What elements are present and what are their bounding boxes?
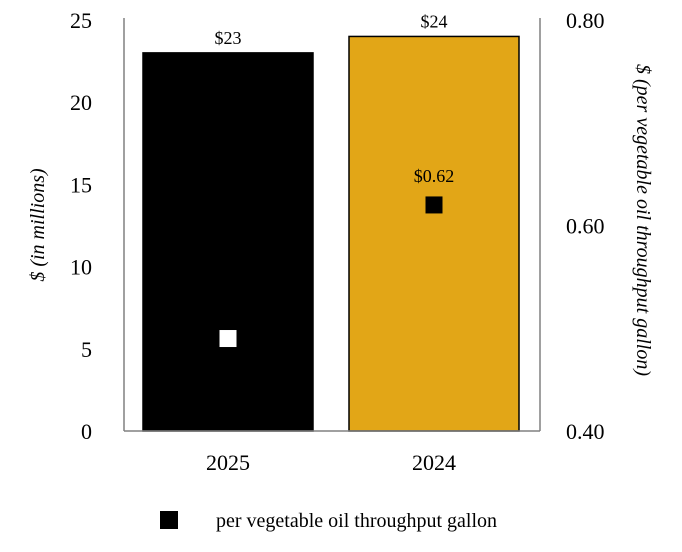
left-tick-label: 20 (70, 90, 92, 115)
bar-2024 (348, 35, 520, 432)
marker-value-label: $0.49 (208, 300, 249, 320)
left-tick-label: 25 (70, 8, 92, 33)
marker-value-label: $0.62 (414, 166, 455, 186)
bar-value-labels: $23 $24 (215, 11, 448, 47)
marker-point (425, 196, 443, 214)
left-axis-ticks: 0 5 10 15 20 25 (70, 8, 92, 444)
bar-value-label: $24 (421, 11, 448, 31)
per-gallon-markers (219, 196, 443, 348)
per-gallon-value-labels: $0.49 $0.62 (208, 166, 455, 320)
right-axis-title: $ (per vegetable oil throughput gallon) (632, 64, 654, 376)
left-tick-label: 15 (70, 172, 92, 197)
bars (142, 35, 520, 432)
category-label: 2024 (412, 450, 456, 475)
legend-label: per vegetable oil throughput gallon (216, 510, 497, 532)
marker-point (219, 330, 237, 348)
right-tick-label: 0.60 (566, 214, 605, 239)
right-axis-ticks: 0.40 0.60 0.80 (566, 8, 605, 444)
legend-marker (160, 511, 178, 529)
bar-2025 (142, 52, 314, 432)
category-label: 2025 (206, 450, 250, 475)
right-tick-label: 0.40 (566, 419, 605, 444)
left-axis-title: $ (in millions) (27, 168, 49, 282)
left-tick-label: 0 (81, 419, 92, 444)
left-tick-label: 10 (70, 255, 92, 280)
category-labels: 2025 2024 (206, 450, 456, 475)
left-tick-label: 5 (81, 337, 92, 362)
right-tick-label: 0.80 (566, 8, 605, 33)
bar-value-label: $23 (215, 28, 242, 48)
